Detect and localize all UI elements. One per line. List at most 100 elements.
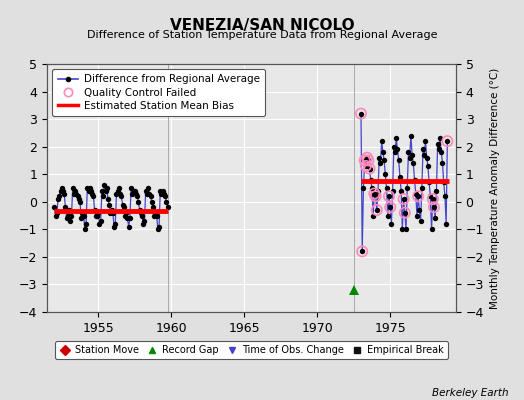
Text: VENEZIA/SAN NICOLO: VENEZIA/SAN NICOLO	[170, 18, 354, 33]
Point	[148, 198, 156, 205]
Point	[396, 174, 404, 180]
Point	[149, 204, 157, 210]
Point	[395, 157, 403, 164]
Point	[94, 210, 103, 216]
Point	[93, 212, 101, 219]
Point	[418, 185, 426, 191]
Text: Berkeley Earth: Berkeley Earth	[432, 388, 508, 398]
Point	[362, 163, 370, 169]
Point	[408, 152, 416, 158]
Point	[370, 190, 378, 197]
Point	[367, 176, 375, 183]
Point	[128, 190, 136, 197]
Point	[140, 218, 149, 224]
Point	[358, 248, 366, 254]
Point	[104, 196, 112, 202]
Point	[162, 198, 171, 205]
Point	[141, 188, 150, 194]
Point	[73, 193, 82, 200]
Point	[442, 221, 450, 227]
Point	[133, 193, 141, 200]
Point	[369, 212, 377, 219]
Point	[391, 149, 399, 155]
Point	[159, 188, 167, 194]
Point	[429, 196, 437, 202]
Point	[443, 138, 452, 144]
Point	[119, 204, 128, 210]
Point	[58, 185, 66, 191]
Point	[65, 207, 73, 213]
Point	[76, 198, 84, 205]
Point	[105, 201, 113, 208]
Point	[66, 218, 74, 224]
Point	[436, 135, 444, 142]
Point	[380, 157, 388, 164]
Point	[123, 215, 132, 222]
Point	[438, 160, 446, 166]
Point	[118, 201, 127, 208]
Point	[77, 215, 85, 222]
Point	[387, 221, 396, 227]
Point	[81, 226, 89, 232]
Point	[121, 212, 129, 219]
Point	[419, 146, 427, 153]
Point	[401, 210, 409, 216]
Point	[425, 179, 433, 186]
Point	[60, 190, 69, 197]
Point	[154, 226, 162, 232]
Point	[152, 212, 161, 219]
Point	[364, 157, 373, 164]
Point	[55, 193, 63, 200]
Point	[138, 212, 146, 219]
Point	[54, 196, 62, 202]
Point	[143, 190, 151, 197]
Point	[95, 221, 104, 227]
Point	[357, 110, 365, 117]
Point	[106, 210, 115, 216]
Point	[88, 190, 96, 197]
Point	[69, 185, 77, 191]
Point	[429, 196, 437, 202]
Point	[137, 210, 145, 216]
Point	[374, 188, 382, 194]
Point	[440, 179, 448, 186]
Point	[390, 144, 398, 150]
Point	[91, 207, 99, 213]
Point	[431, 215, 440, 222]
Point	[100, 182, 108, 188]
Point	[101, 188, 110, 194]
Point	[430, 204, 438, 210]
Point	[379, 149, 387, 155]
Point	[373, 207, 381, 213]
Point	[87, 188, 95, 194]
Point	[426, 193, 434, 200]
Point	[135, 207, 144, 213]
Point	[358, 248, 366, 254]
Point	[103, 185, 111, 191]
Point	[130, 188, 139, 194]
Point	[414, 193, 422, 200]
Point	[432, 188, 441, 194]
Point	[415, 207, 423, 213]
Point	[134, 198, 143, 205]
Point	[84, 188, 93, 194]
Point	[82, 221, 90, 227]
Point	[372, 193, 380, 200]
Point	[401, 210, 409, 216]
Point	[97, 188, 106, 194]
Point	[411, 190, 420, 197]
Point	[385, 193, 393, 200]
Point	[434, 146, 443, 153]
Point	[80, 212, 88, 219]
Point	[424, 163, 432, 169]
Point	[161, 193, 169, 200]
Point	[150, 212, 158, 219]
Point	[377, 138, 386, 144]
Point	[386, 204, 395, 210]
Point	[139, 221, 147, 227]
Point	[50, 204, 59, 210]
Point	[126, 215, 134, 222]
Point	[385, 193, 393, 200]
Point	[375, 154, 384, 161]
Point	[357, 110, 365, 117]
